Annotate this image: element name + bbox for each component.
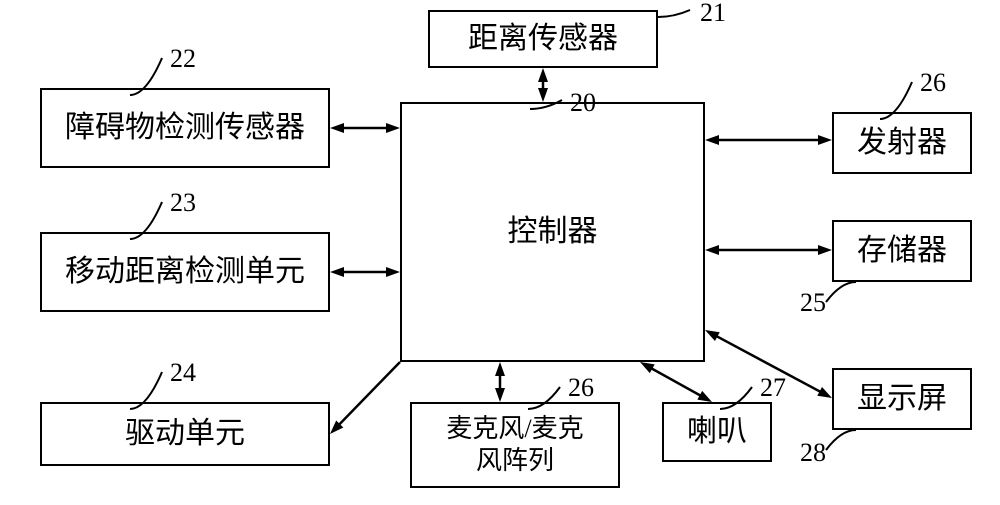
node-drive: 驱动单元 [40, 402, 330, 466]
ref-label-dist_sensor: 21 [700, 0, 726, 28]
diagram-stage: 控制器 距离传感器障碍物检测传感器移动距离检测单元驱动单元 麦克风/麦克风阵列 喇叭 显… [0, 0, 1000, 505]
node-mic: 麦克风/麦克风阵列 [410, 402, 620, 488]
node-memory-label: 存储器 [857, 232, 947, 270]
ref-label-movedist: 23 [170, 188, 196, 218]
ref-label-controller: 20 [570, 88, 596, 118]
node-dist_sensor-label: 距离传感器 [468, 20, 618, 58]
node-drive-label: 驱动单元 [125, 415, 245, 453]
node-controller-label: 控制器 [508, 213, 598, 251]
ref-label-speaker: 27 [760, 373, 786, 403]
node-mic-line1: 麦克风/麦克 [446, 414, 583, 443]
ref-label-obstacle: 22 [170, 44, 196, 74]
node-dist_sensor: 距离传感器 [428, 10, 658, 68]
ref-label-transmitter: 26 [920, 68, 946, 98]
node-movedist: 移动距离检测单元 [40, 232, 330, 312]
node-memory: 存储器 [832, 220, 972, 282]
ref-label-display: 28 [800, 438, 826, 468]
node-transmitter-label: 发射器 [857, 124, 947, 162]
node-transmitter: 发射器 [832, 112, 972, 174]
node-obstacle: 障碍物检测传感器 [40, 88, 330, 168]
node-mic-line2: 风阵列 [476, 446, 554, 475]
ref-label-drive: 24 [170, 358, 196, 388]
node-obstacle-label: 障碍物检测传感器 [65, 109, 305, 147]
ref-label-mic: 26 [568, 373, 594, 403]
node-display-label: 显示屏 [857, 380, 947, 418]
node-speaker: 喇叭 [662, 402, 772, 462]
node-speaker-label: 喇叭 [687, 413, 747, 451]
node-display: 显示屏 [832, 368, 972, 430]
node-controller: 控制器 [400, 102, 705, 362]
node-movedist-label: 移动距离检测单元 [65, 253, 305, 291]
ref-label-memory: 25 [800, 288, 826, 318]
